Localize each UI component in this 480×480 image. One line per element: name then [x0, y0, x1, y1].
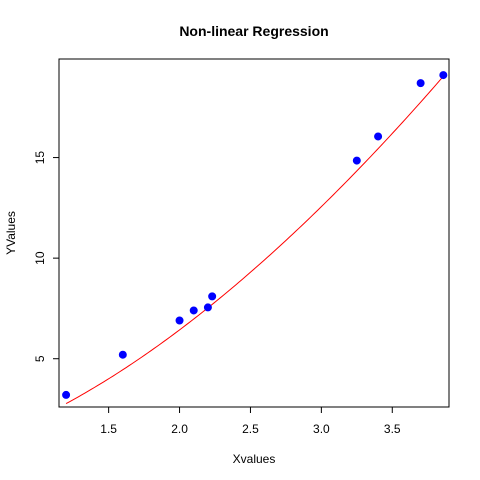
- x-axis-label: Xvalues: [233, 452, 276, 466]
- data-point: [208, 292, 217, 301]
- data-point: [374, 132, 383, 141]
- y-axis-label: YValues: [4, 211, 18, 255]
- data-point: [175, 316, 184, 325]
- data-points: [62, 71, 448, 399]
- x-tick-label: 3.5: [384, 422, 401, 436]
- y-tick-label: 10: [33, 251, 47, 265]
- y-tick-label: 15: [33, 151, 47, 165]
- y-axis: 5 10 15: [33, 151, 59, 362]
- data-point: [189, 306, 198, 315]
- data-point: [416, 79, 425, 88]
- data-point: [118, 350, 127, 359]
- data-point: [62, 390, 71, 399]
- x-tick-label: 2.0: [171, 422, 188, 436]
- data-point: [203, 303, 212, 312]
- data-point: [439, 71, 448, 80]
- x-tick-label: 3.0: [313, 422, 330, 436]
- x-axis: 1.5 2.0 2.5 3.0 3.5: [100, 407, 401, 436]
- y-tick-label: 5: [33, 355, 47, 362]
- chart-title: Non-linear Regression: [179, 23, 328, 39]
- x-tick-label: 1.5: [100, 422, 117, 436]
- regression-curve: [65, 76, 444, 405]
- plot-frame: [58, 58, 450, 408]
- x-tick-label: 2.5: [242, 422, 259, 436]
- data-point: [352, 156, 361, 165]
